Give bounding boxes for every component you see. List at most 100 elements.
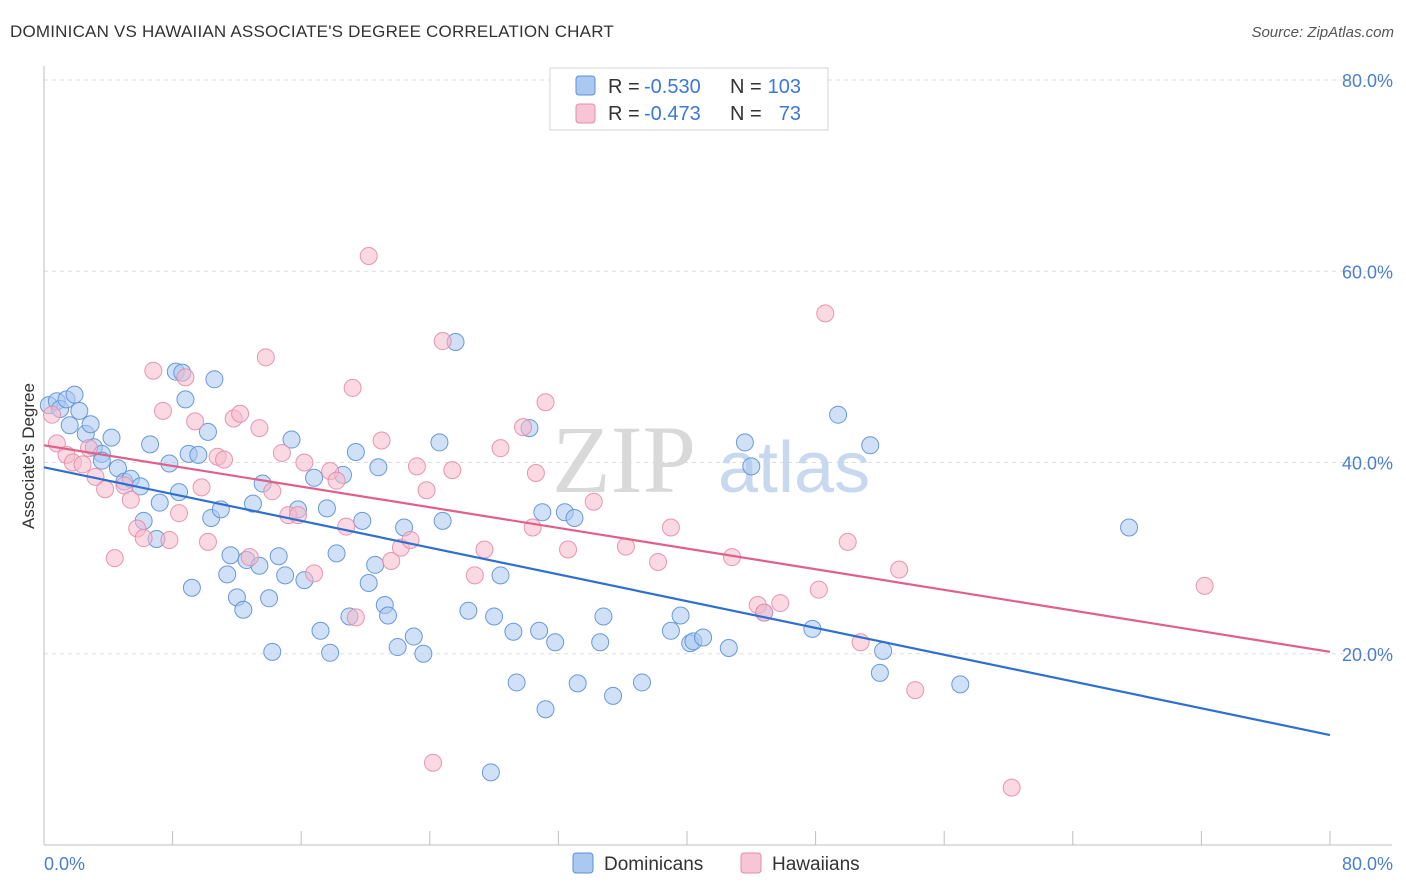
hawaiian-point (305, 564, 324, 583)
hawaiian-point (526, 464, 545, 483)
dominican-point (829, 405, 848, 424)
hawaiian-point (536, 393, 555, 412)
hawaiian-point (170, 504, 189, 523)
dominican-point (102, 428, 121, 447)
hawaiian-point (327, 471, 346, 490)
hawaiian-point (231, 404, 250, 423)
dominican-point (182, 578, 201, 597)
hawaiian-point (240, 548, 259, 567)
hawaiian-point (559, 540, 578, 559)
hawaiian-point (1002, 778, 1021, 797)
chart-title: DOMINICAN VS HAWAIIAN ASSOCIATE'S DEGREE… (10, 22, 614, 41)
dominican-point (661, 621, 680, 640)
hawaiian-point (433, 332, 452, 351)
hawaiian-point (121, 490, 140, 509)
hawaiian-point (661, 518, 680, 537)
y-tick-label: 80.0% (1342, 71, 1393, 91)
dominican-point (189, 445, 208, 464)
dominican-point (346, 442, 365, 461)
hawaiian-point (134, 529, 153, 548)
dominican-point (366, 555, 385, 574)
dominican-point (604, 686, 623, 705)
dominican-point (861, 436, 880, 455)
dominican-point (311, 621, 330, 640)
legend-box: R = -0.530 N = 103 R = -0.473 N = 73 (549, 67, 829, 131)
trend-lines (43, 444, 1331, 737)
dominican-point (459, 601, 478, 620)
hawaiian-point (176, 368, 195, 387)
hawaiian-point (372, 431, 391, 450)
dominican-point (536, 700, 555, 719)
dominican-point (742, 457, 761, 476)
dominican-point (327, 544, 346, 563)
dominican-point (594, 607, 613, 626)
dominican-point (533, 503, 552, 522)
dominican-point (81, 415, 100, 434)
dominican-point (735, 433, 754, 452)
dominican-point (234, 600, 253, 619)
hawaiian-point (295, 453, 314, 472)
hawaiian-point (1195, 576, 1214, 595)
hawaiian-point (153, 401, 172, 420)
dominican-point (404, 627, 423, 646)
dominican-point (276, 566, 295, 585)
watermark-zip: ZIP (552, 406, 696, 513)
hawaiian-point (263, 482, 282, 501)
dominican-point (485, 607, 504, 626)
dominican-point (530, 621, 549, 640)
series-legend-dominicans: Dominicans (604, 854, 703, 875)
series-legend-swatch-hawaiians (740, 852, 762, 874)
hawaiian-point (105, 549, 124, 568)
hawaiian-point (475, 540, 494, 559)
hawaiian-point (424, 753, 443, 772)
dominican-point (433, 511, 452, 530)
legend-n-label-1: N = (730, 76, 762, 98)
tick-labels: 20.0% 40.0% 60.0% 80.0% 0.0% 80.0% (44, 71, 1393, 874)
axes (43, 66, 1392, 846)
dominican-point (70, 401, 89, 420)
hawaiian-point (417, 481, 436, 500)
hawaiian-point (192, 478, 211, 497)
source-label: Source: ZipAtlas.com (1251, 24, 1394, 41)
hawaiian-point (144, 361, 163, 380)
dominican-point (269, 547, 288, 566)
hawaiian-point (584, 492, 603, 511)
legend-r-label-2: R = (608, 103, 640, 125)
hawaiian-point (809, 580, 828, 599)
dominican-point (65, 385, 84, 404)
hawaiian-point (649, 552, 668, 571)
dominican-point (359, 573, 378, 592)
dominican-point (176, 390, 195, 409)
dominican-point (632, 673, 651, 692)
hawaiian-point (346, 608, 365, 627)
legend-frame (549, 67, 829, 131)
dominican-point (504, 622, 523, 641)
dominican-point (694, 628, 713, 647)
dominican-point (388, 638, 407, 657)
legend-r-label-1: R = (608, 76, 640, 98)
legend-n-value-2: 73 (779, 103, 801, 125)
hawaiian-point (890, 560, 909, 579)
dominican-point (353, 511, 372, 530)
hawaiians-points (43, 246, 1214, 797)
dominican-point (150, 493, 169, 512)
dominican-point (218, 565, 237, 584)
hawaiian-point (491, 439, 510, 458)
dominican-point (379, 606, 398, 625)
dominican-point (951, 675, 970, 694)
hawaiian-point (382, 551, 401, 570)
hawaiian-point (250, 419, 269, 438)
hawaiian-point (906, 681, 925, 700)
y-tick-label: 40.0% (1342, 454, 1393, 474)
dominican-point (591, 633, 610, 652)
dominican-point (243, 494, 262, 513)
hawaiian-point (407, 457, 426, 476)
dominican-point (719, 639, 738, 658)
series-legend-swatch-dominicans (572, 852, 594, 874)
y-axis-title: Associate's Degree (19, 383, 38, 529)
dominicans-trend-line (43, 466, 1331, 737)
legend-r-value-2: -0.473 (644, 103, 701, 125)
hawaiian-point (514, 418, 533, 437)
legend-n-value-1: 103 (768, 76, 801, 98)
